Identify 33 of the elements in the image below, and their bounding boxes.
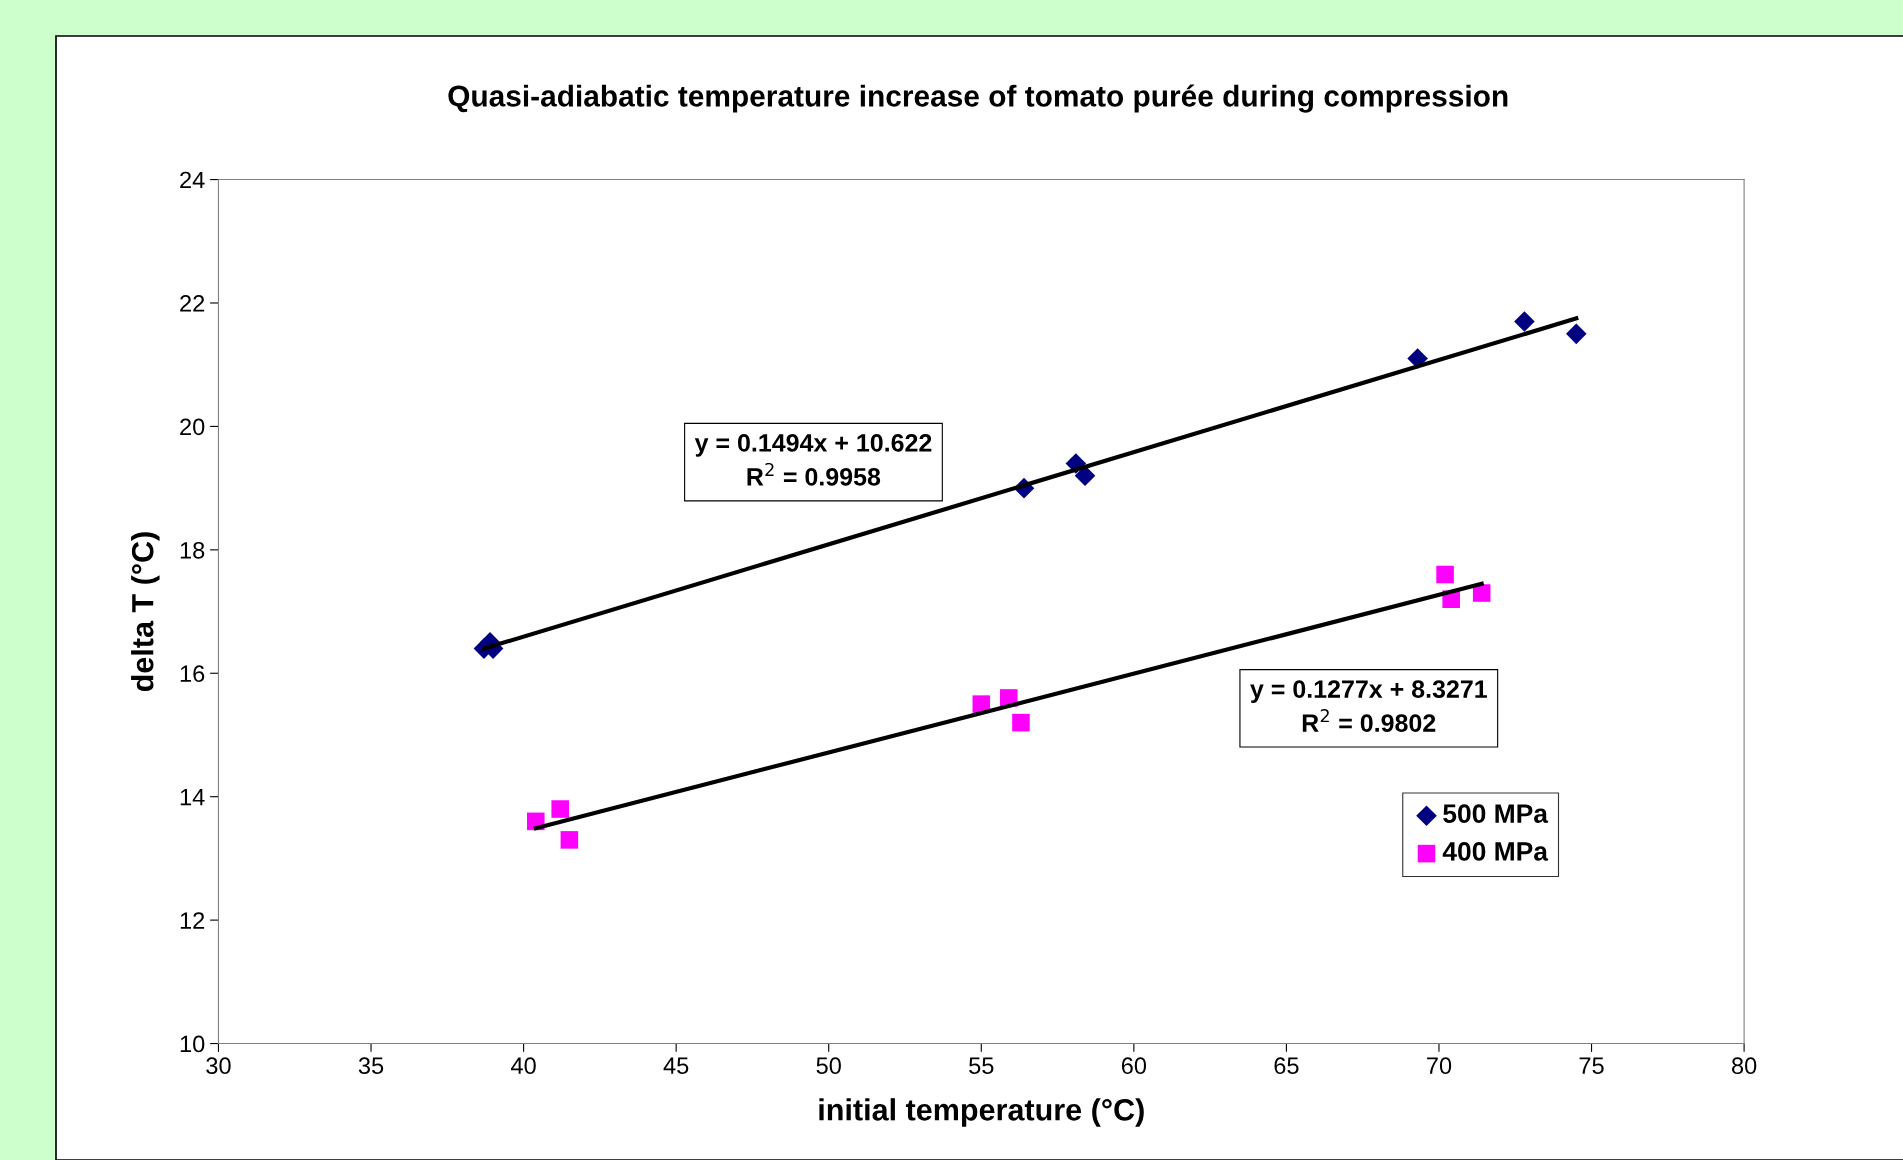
x-tick-label: 50 — [816, 1057, 841, 1075]
x-axis-title: initial temperature (°C) — [819, 1098, 1144, 1127]
point — [1565, 323, 1587, 345]
point — [1514, 311, 1535, 332]
point — [1012, 713, 1030, 732]
x-tick-label: 40 — [511, 1057, 536, 1075]
x-tick-label: 45 — [663, 1057, 689, 1075]
legend-label: 400 MPa — [1442, 842, 1549, 861]
y-tick-label: 10 — [180, 1035, 205, 1053]
chart-title: Quasi-adiabatic temperature increase of tomato purée during compression — [448, 84, 1508, 113]
x-tick-label: 80 — [1732, 1057, 1757, 1075]
point — [1436, 565, 1454, 584]
legend-label: 500 MPa — [1443, 804, 1549, 823]
x-tick-label: 60 — [1121, 1057, 1147, 1075]
y-tick-label: 18 — [180, 541, 205, 559]
x-tick-label: 65 — [1274, 1057, 1299, 1075]
x-tick-label: 35 — [358, 1057, 384, 1075]
x-tick-label: 75 — [1579, 1057, 1604, 1075]
y-tick-label: 14 — [180, 789, 205, 806]
point — [560, 831, 579, 849]
x-tick-label: 70 — [1427, 1057, 1452, 1075]
point — [551, 800, 569, 818]
y-tick-label: 24 — [180, 171, 205, 189]
y-tick-label: 22 — [180, 295, 205, 312]
x-tick-label: 30 — [206, 1057, 231, 1075]
y-tick-label: 12 — [180, 912, 205, 929]
y-tick-label: 20 — [180, 418, 205, 436]
y-tick-label: 16 — [180, 665, 205, 683]
x-tick-label: 55 — [969, 1057, 994, 1075]
annotation: y = 0.1494x + 10.622 R$^{2}$ = 0.9958 — [694, 434, 932, 486]
point — [1074, 465, 1096, 487]
annotation: y = 0.1277x + 8.3271 R$^{2}$ = 0.9802 — [1250, 680, 1487, 732]
y-axis-title: delta T (°C) — [131, 532, 160, 692]
